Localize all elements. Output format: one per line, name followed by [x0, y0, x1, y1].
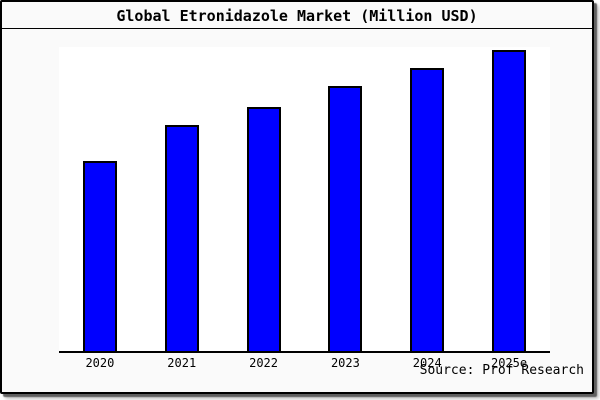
bar-slot — [304, 47, 386, 351]
title-divider — [2, 28, 592, 29]
x-axis-labels: 2020 2021 2022 2023 2024 2025e — [59, 356, 550, 370]
bar-slot — [59, 47, 141, 351]
bar-slot — [386, 47, 468, 351]
bar-slot — [141, 47, 223, 351]
bar-2024 — [410, 68, 445, 351]
x-tick-label-2025e: 2025e — [490, 356, 528, 370]
bar-2025e — [492, 50, 527, 351]
bar-slot — [468, 47, 550, 351]
bar-slot — [223, 47, 305, 351]
plot-area — [59, 47, 550, 353]
bar-2022 — [246, 107, 281, 351]
chart-figure: Global Etronidazole Market (Million USD)… — [0, 0, 594, 394]
bar-2021 — [164, 125, 199, 351]
x-tick-label-2022: 2022 — [249, 356, 279, 370]
x-tick-label-2023: 2023 — [330, 356, 360, 370]
x-tick-label-2021: 2021 — [167, 356, 197, 370]
bar-2023 — [328, 86, 363, 351]
chart-title: Global Etronidazole Market (Million USD) — [116, 7, 478, 25]
source-note: Source: Prof Research — [419, 363, 584, 378]
x-tick-label-2024: 2024 — [412, 356, 442, 370]
bar-2020 — [82, 161, 117, 351]
x-tick-label-2020: 2020 — [85, 356, 115, 370]
